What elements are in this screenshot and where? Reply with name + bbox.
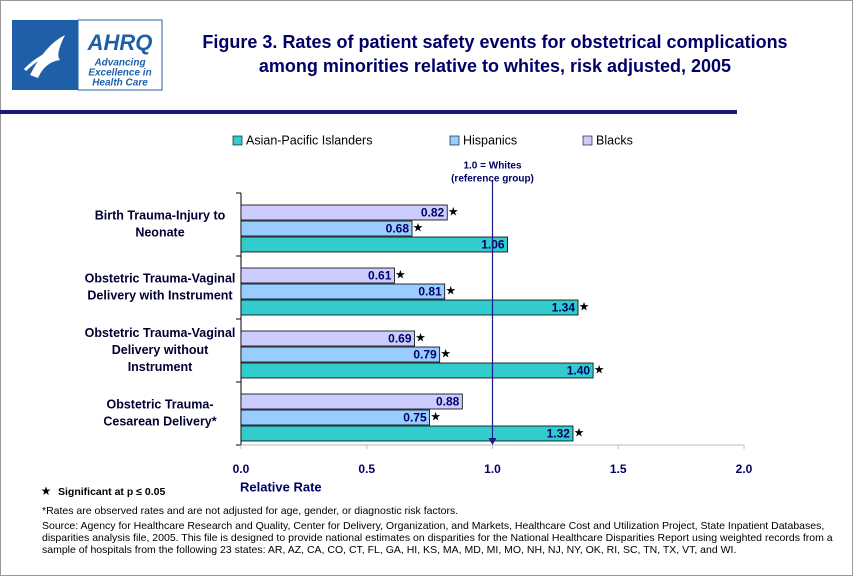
ahrq-tagline: Excellence in — [88, 68, 151, 79]
significance-marker: ★ — [445, 284, 456, 298]
significance-marker: ★ — [579, 300, 590, 314]
significance-marker: ★ — [415, 331, 426, 345]
reference-arrow — [488, 438, 497, 445]
reference-label: 1.0 = Whites — [463, 161, 522, 172]
category-label: Birth Trauma-Injury to — [95, 208, 226, 222]
category-label: Delivery without — [112, 343, 209, 357]
category-label: Cesarean Delivery* — [103, 414, 216, 428]
eagle-icon — [23, 48, 59, 72]
category-label: Obstetric Trauma-Vaginal — [85, 326, 236, 340]
significance-marker: ★ — [594, 363, 605, 377]
x-axis-title: Relative Rate — [240, 479, 322, 494]
category-label: Neonate — [135, 225, 184, 239]
x-tick-label: 1.0 — [484, 462, 501, 476]
significance-marker: ★ — [448, 205, 459, 219]
ahrq-acronym: AHRQ — [87, 30, 153, 55]
value-label: 1.34 — [552, 301, 576, 315]
value-label: 0.81 — [418, 285, 442, 299]
value-label: 0.82 — [421, 206, 445, 220]
bar — [240, 409, 431, 426]
bar — [240, 220, 413, 237]
value-label: 0.69 — [388, 332, 412, 346]
legend-label: Hispanics — [463, 133, 517, 147]
category-label: Delivery with Instrument — [87, 288, 233, 302]
bar — [240, 204, 448, 221]
significance-note: Significant at p ≤ 0.05 — [58, 486, 165, 498]
value-label: 0.75 — [403, 411, 427, 425]
value-label: 0.61 — [368, 269, 392, 283]
bar — [240, 425, 574, 442]
bar — [240, 236, 508, 253]
legend-label: Blacks — [596, 133, 633, 147]
category-label: Obstetric Trauma- — [107, 397, 214, 411]
x-tick-label: 2.0 — [736, 462, 753, 476]
significance-marker: ★ — [41, 484, 52, 498]
bar — [240, 393, 463, 410]
category-label: Obstetric Trauma-Vaginal — [85, 271, 236, 285]
x-tick-label: 1.5 — [610, 462, 627, 476]
bar — [240, 330, 415, 347]
chart-title: Figure 3. Rates of patient safety events… — [202, 32, 787, 52]
legend-swatch — [582, 135, 593, 146]
bar — [240, 283, 446, 300]
significance-marker: ★ — [440, 347, 451, 361]
chart-title: among minorities relative to whites, ris… — [259, 56, 731, 76]
eagle-icon — [30, 35, 65, 78]
legend-swatch — [232, 135, 243, 146]
significance-marker: ★ — [395, 268, 406, 282]
legend-label: Asian-Pacific Islanders — [246, 133, 372, 147]
value-label: 1.32 — [547, 427, 571, 441]
value-label: 1.40 — [567, 364, 591, 378]
bar — [240, 362, 594, 379]
bar — [240, 346, 441, 363]
significance-marker: ★ — [413, 221, 424, 235]
x-tick-label: 0.0 — [233, 462, 250, 476]
bar — [240, 267, 395, 284]
value-label: 0.88 — [436, 395, 460, 409]
value-label: 0.79 — [413, 348, 437, 362]
x-tick-label: 0.5 — [358, 462, 375, 476]
footnote: *Rates are observed rates and are not ad… — [42, 505, 459, 517]
category-label: Instrument — [128, 360, 193, 374]
legend-swatch — [449, 135, 460, 146]
ahrq-tagline: Advancing — [93, 58, 145, 69]
ahrq-logo — [77, 19, 163, 91]
reference-label: (reference group) — [451, 174, 534, 185]
ahrq-tagline: Health Care — [92, 78, 148, 89]
significance-marker: ★ — [430, 410, 441, 424]
value-label: 0.68 — [386, 222, 410, 236]
bar — [240, 299, 579, 316]
significance-marker: ★ — [574, 426, 585, 440]
source-note: Source: Agency for Healthcare Research a… — [42, 520, 833, 556]
